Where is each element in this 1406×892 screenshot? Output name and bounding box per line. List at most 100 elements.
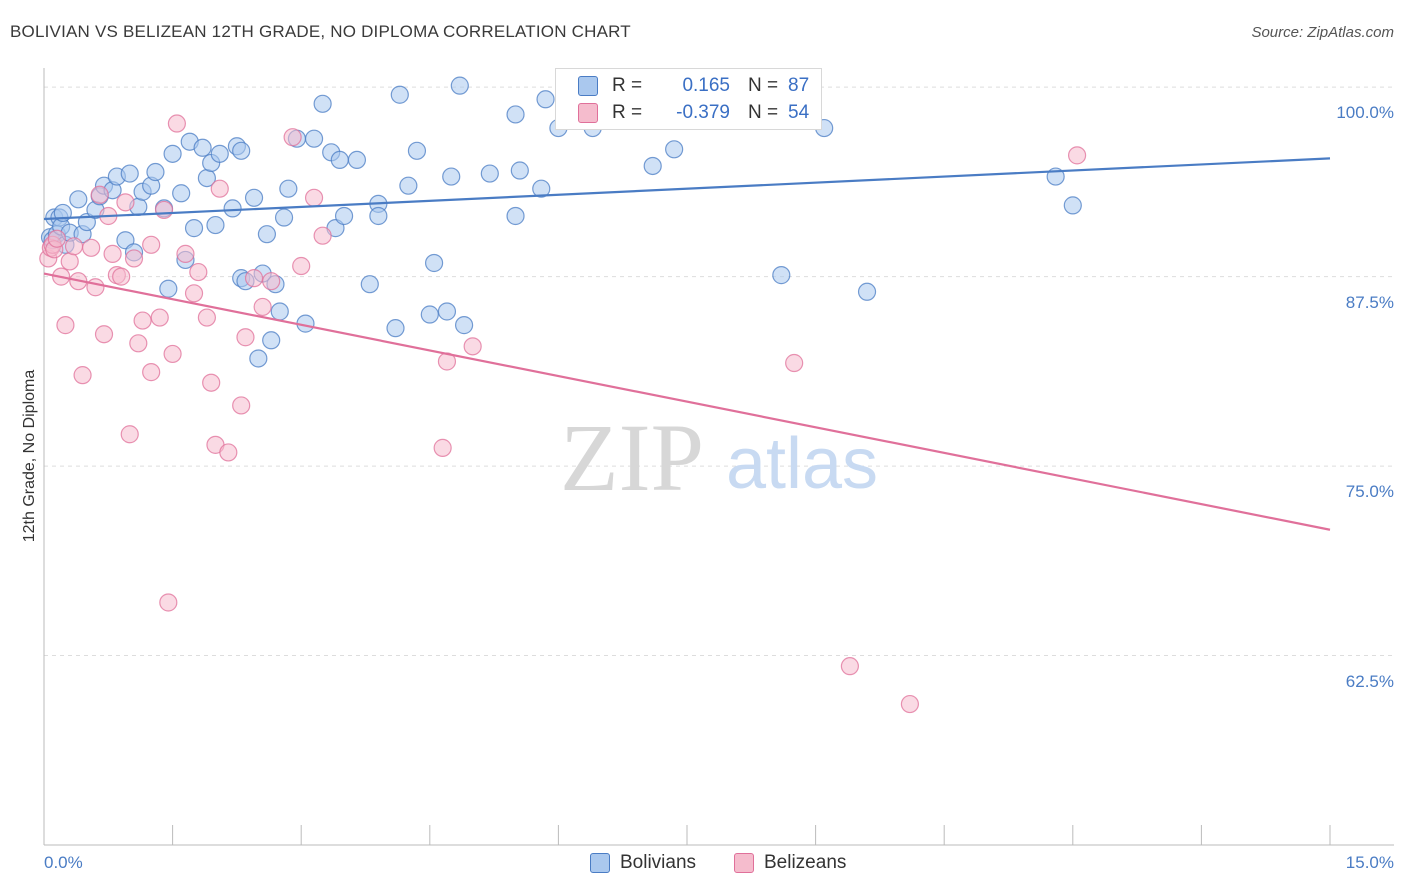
bolivian-point (279, 179, 298, 198)
belizean-point (124, 249, 144, 268)
bolivian-point (146, 162, 165, 182)
bolivian-point (334, 206, 354, 226)
bolivian-point (772, 266, 791, 285)
y-tick-label: 75.0% (1345, 482, 1394, 502)
stats-legend: R = 0.165 N = 87 R = -0.379 N = 54 (555, 68, 822, 130)
bolivian-point (506, 206, 525, 226)
bolivian-point (399, 176, 418, 195)
legend-row-belizeans: R = -0.379 N = 54 (578, 100, 809, 126)
belizean-point (785, 353, 804, 373)
bolivian-point (360, 275, 379, 294)
legend-r-label: R = (612, 75, 643, 96)
belizean-point (236, 328, 255, 347)
belizean-point (219, 443, 238, 462)
bolivian-point (665, 140, 684, 159)
belizean-point (56, 316, 75, 335)
belizean-point (313, 226, 332, 245)
bolivian-point (510, 161, 529, 180)
bolivian-point (643, 156, 662, 176)
bottom-legend-label-bolivians: Bolivians (620, 852, 697, 873)
bolivian-point (454, 316, 474, 335)
legend-swatch-bolivians (578, 76, 598, 96)
belizean-point (210, 179, 229, 198)
bolivian-point (390, 85, 409, 104)
belizean-point (116, 193, 135, 212)
belizean-point (94, 325, 114, 344)
bolivian-point (857, 282, 877, 301)
belizean-point (167, 114, 186, 133)
legend-r-value: -0.379 (676, 102, 730, 123)
bolivian-point (437, 302, 457, 321)
bottom-swatch-bolivians (590, 853, 610, 873)
bolivians-trend-line (43, 157, 1331, 221)
bolivian-point (262, 331, 281, 350)
belizean-point (283, 128, 302, 147)
belizean-point (244, 269, 264, 288)
belizean-point (1067, 146, 1087, 165)
belizean-point (197, 308, 216, 327)
watermark-atlas: atlas (726, 424, 878, 504)
bolivian-point (163, 144, 182, 163)
belizean-point (73, 366, 92, 385)
belizean-point (232, 396, 251, 415)
x-tick-label-max: 15.0% (1345, 853, 1394, 872)
belizean-point (253, 297, 272, 317)
legend-r-label: R = (612, 102, 643, 123)
bolivian-point (480, 164, 499, 183)
belizean-point (129, 334, 148, 353)
y-tick-label: 100.0% (1336, 103, 1394, 123)
belizean-point (176, 244, 195, 263)
bolivian-point (304, 129, 324, 148)
belizean-point (60, 252, 79, 271)
belizean-point (142, 363, 161, 382)
belizean-point (159, 593, 178, 612)
data-points (39, 76, 1087, 714)
bolivian-point (313, 94, 332, 113)
chart-title: BOLIVIAN VS BELIZEAN 12TH GRADE, NO DIPL… (10, 22, 631, 41)
bolivian-point (424, 253, 444, 273)
belizean-point (133, 311, 152, 330)
y-tick-label: 62.5% (1345, 671, 1394, 691)
belizean-point (900, 694, 920, 714)
belizean-point (163, 344, 182, 364)
bolivian-point (193, 138, 212, 157)
bolivian-point (532, 179, 551, 198)
belizean-point (142, 235, 161, 254)
bolivian-point (159, 279, 178, 298)
belizean-point (433, 438, 452, 457)
y-tick-label: 87.5% (1345, 292, 1394, 312)
belizean-point (86, 278, 105, 297)
bottom-swatch-belizeans (734, 853, 754, 873)
bolivian-point (184, 219, 204, 238)
bolivian-point (69, 190, 88, 209)
bottom-legend-bolivians[interactable]: Bolivians (590, 852, 696, 874)
bolivian-point (244, 188, 264, 207)
bolivian-point (536, 90, 555, 109)
bolivian-point (1063, 196, 1082, 215)
belizean-point (64, 237, 84, 256)
belizean-point (184, 284, 204, 303)
legend-swatch-belizeans (578, 103, 598, 123)
bottom-legend-label-belizeans: Belizeans (764, 852, 847, 873)
belizean-point (150, 308, 169, 327)
watermark: ZIP atlas (560, 404, 878, 511)
legend-n-label: N = (748, 102, 779, 123)
bolivian-point (120, 164, 139, 183)
belizean-point (463, 337, 482, 356)
bottom-legend-belizeans[interactable]: Belizeans (734, 852, 846, 874)
belizean-point (202, 373, 221, 392)
belizean-point (262, 272, 281, 291)
bolivian-point (442, 167, 461, 186)
legend-n-value: 54 (788, 102, 810, 123)
bolivian-point (506, 105, 525, 124)
bolivian-point (450, 76, 469, 95)
bolivian-point (172, 184, 191, 203)
legend-n-label: N = (748, 75, 779, 96)
belizean-point (120, 425, 139, 444)
bolivian-point (270, 302, 289, 321)
watermark-zip: ZIP (560, 404, 704, 511)
bolivian-point (420, 305, 439, 324)
bolivian-point (386, 319, 405, 338)
legend-n-value: 87 (788, 75, 810, 96)
bolivian-point (232, 141, 251, 160)
